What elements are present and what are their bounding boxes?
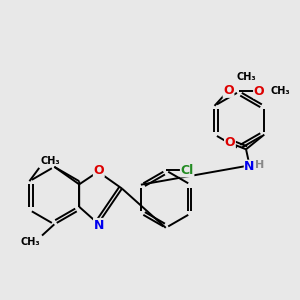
Text: N: N — [94, 218, 104, 232]
Text: CH₃: CH₃ — [270, 86, 290, 97]
Text: N: N — [244, 160, 255, 173]
Text: H: H — [255, 160, 264, 170]
Text: CH₃: CH₃ — [21, 237, 40, 247]
Text: O: O — [223, 84, 234, 97]
Text: O: O — [254, 85, 264, 98]
Text: Cl: Cl — [181, 164, 194, 177]
Text: O: O — [225, 136, 235, 149]
Text: CH₃: CH₃ — [237, 72, 256, 82]
Text: O: O — [94, 164, 104, 177]
Text: CH₃: CH₃ — [41, 156, 61, 166]
